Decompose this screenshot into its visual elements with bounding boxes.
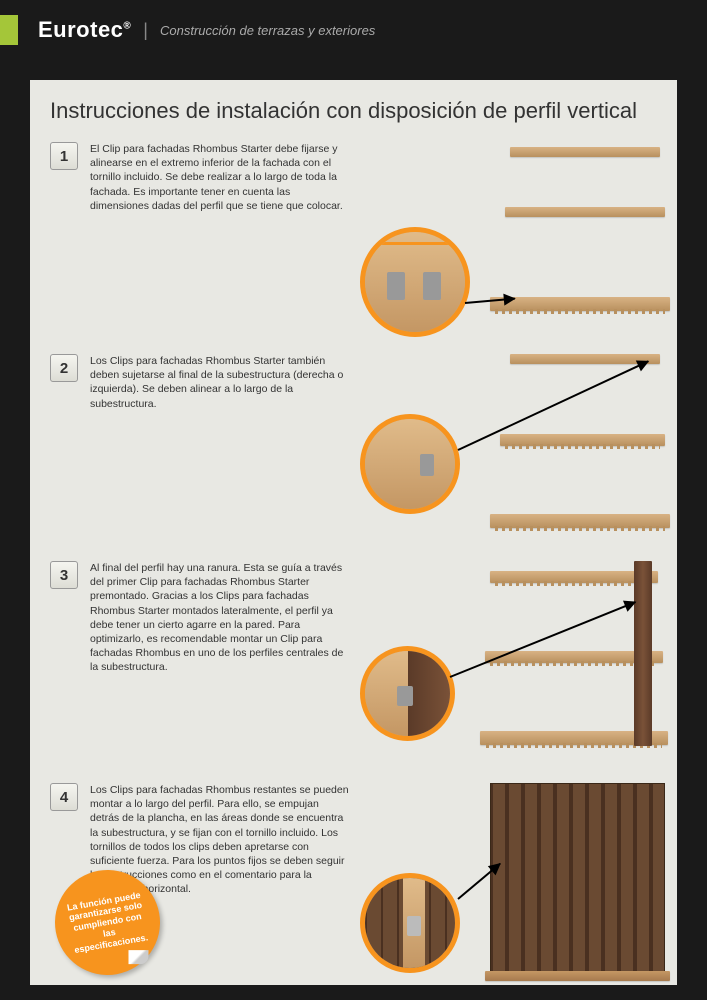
header-subtitle: Construcción de terrazas y exteriores [160, 23, 375, 38]
detail-circle-4 [360, 873, 460, 973]
step-number: 4 [50, 783, 78, 811]
step-number: 1 [50, 142, 78, 170]
step-3: 3 Al final del perfil hay una ranura. Es… [50, 561, 657, 771]
brand-divider: | [143, 20, 148, 41]
step-3-diagram [350, 561, 657, 741]
facade-panel [490, 783, 665, 978]
step-4-diagram [350, 783, 657, 963]
step-number: 2 [50, 354, 78, 382]
vertical-profile [634, 561, 652, 746]
step-1-diagram [350, 142, 657, 322]
accent-bar [0, 15, 18, 45]
brand-logo: Eurotec® [38, 17, 131, 43]
detail-circle-3 [360, 646, 455, 741]
step-text: Los Clips para fachadas Rhombus Starter … [90, 354, 350, 549]
step-text: Al final del perfil hay una ranura. Esta… [90, 561, 350, 771]
arrow-3 [450, 601, 636, 678]
instruction-page: Instrucciones de instalación con disposi… [30, 80, 677, 985]
step-text: El Clip para fachadas Rhombus Starter de… [90, 142, 350, 342]
detail-circle-1 [360, 227, 470, 337]
page-title: Instrucciones de instalación con disposi… [50, 98, 657, 124]
step-number: 3 [50, 561, 78, 589]
page-header: Eurotec® | Construcción de terrazas y ex… [0, 0, 707, 50]
step-2: 2 Los Clips para fachadas Rhombus Starte… [50, 354, 657, 549]
step-2-diagram [350, 354, 657, 534]
detail-circle-2 [360, 414, 460, 514]
step-1: 1 El Clip para fachadas Rhombus Starter … [50, 142, 657, 342]
